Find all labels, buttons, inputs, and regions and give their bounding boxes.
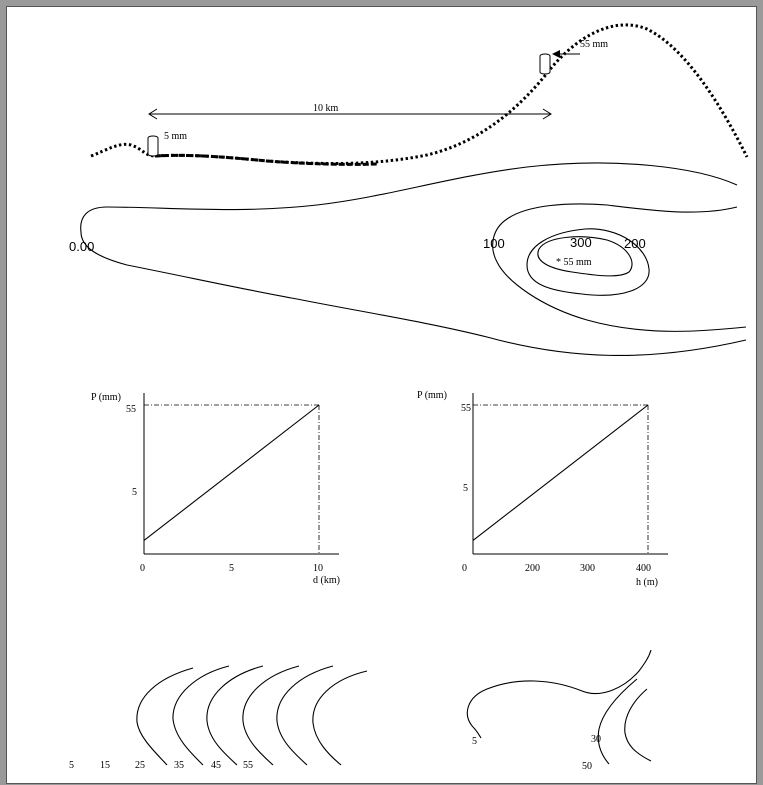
terrain-thick-segment [154, 153, 378, 166]
graph-distance-x-tick-0: 0 [140, 563, 145, 574]
contour-inner-lower [496, 261, 747, 332]
isohyet-right-label-5: 5 [472, 736, 477, 747]
isohyet-label-15: 15 [100, 760, 110, 771]
graph-height-x-tick-400: 400 [636, 563, 651, 574]
graph-distance-x-tick-5: 5 [229, 563, 234, 574]
contour-map: 0.00 100 300 200 * 55 mm [69, 162, 747, 357]
isohyets-right: 5 30 50 [466, 649, 652, 772]
graph-distance-y-tick-55: 55 [126, 404, 136, 415]
contour-label-0: 0.00 [69, 239, 94, 254]
contour-label-300: 300 [570, 235, 592, 250]
rain-gauge-low [147, 135, 159, 157]
isohyet-right-label-30: 30 [591, 734, 601, 745]
graph-height-x-tick-0: 0 [462, 563, 467, 574]
graph-height-y-label: P (mm) [417, 390, 447, 401]
graph-distance-line [143, 404, 320, 541]
isohyet-curve-3 [206, 665, 264, 766]
isohyet-right-50 [624, 688, 652, 762]
isohyet-right-30 [597, 678, 638, 765]
terrain-dotted-profile [90, 23, 749, 165]
graph-distance-y-label: P (mm) [91, 392, 121, 403]
graph-height-y-tick-55: 55 [461, 403, 471, 414]
terrain-profile: 10 km 5 mm 55 mm [90, 23, 749, 166]
rainfall-figure: 10 km 5 mm 55 mm 0.00 100 300 200 * 55 m… [69, 23, 749, 772]
low-gauge-label: 5 mm [164, 131, 187, 142]
isohyet-curve-4 [242, 665, 300, 766]
isohyet-curve-1 [136, 667, 194, 766]
graph-height-x-tick-300: 300 [580, 563, 595, 574]
isohyets-left: 5 15 25 35 45 55 [69, 665, 368, 771]
isohyet-right-main [466, 649, 652, 728]
peak-label: * 55 mm [556, 257, 592, 268]
graph-height-x-tick-200: 200 [525, 563, 540, 574]
isohyet-curve-5 [276, 665, 334, 766]
contour-outer-upper [80, 162, 738, 233]
high-gauge-label: 55 mm [580, 39, 608, 50]
isohyet-curve-2 [172, 665, 230, 766]
high-gauge-arrow [552, 50, 580, 58]
contour-100 [526, 228, 650, 296]
isohyet-label-45: 45 [211, 760, 221, 771]
contour-300 [537, 236, 633, 277]
isohyet-label-25: 25 [135, 760, 145, 771]
document-page: 10 km 5 mm 55 mm 0.00 100 300 200 * 55 m… [6, 6, 757, 784]
graph-distance: P (mm) 55 5 0 5 10 d (km) [91, 392, 340, 586]
graph-height: P (mm) 55 5 0 200 300 400 h (m) [417, 390, 668, 588]
contour-label-100: 100 [483, 236, 505, 251]
graph-distance-y-tick-5: 5 [132, 487, 137, 498]
isohyet-right-tail [472, 726, 482, 739]
graph-distance-x-tick-10: 10 [313, 563, 323, 574]
isohyet-label-35: 35 [174, 760, 184, 771]
isohyet-curve-6 [312, 670, 368, 766]
isohyet-label-5: 5 [69, 760, 74, 771]
graph-distance-x-label: d (km) [313, 575, 340, 586]
contour-label-200: 200 [624, 236, 646, 251]
distance-label: 10 km [313, 103, 339, 114]
rain-gauge-high [539, 53, 551, 75]
graph-height-line [472, 404, 649, 541]
distance-arrow [148, 108, 552, 120]
isohyet-label-55: 55 [243, 760, 253, 771]
isohyet-right-label-50: 50 [582, 761, 592, 772]
contour-inner-upper [492, 203, 738, 263]
graph-height-y-tick-5: 5 [463, 483, 468, 494]
graph-height-x-label: h (m) [636, 577, 658, 588]
contour-outer-lower [80, 231, 747, 357]
